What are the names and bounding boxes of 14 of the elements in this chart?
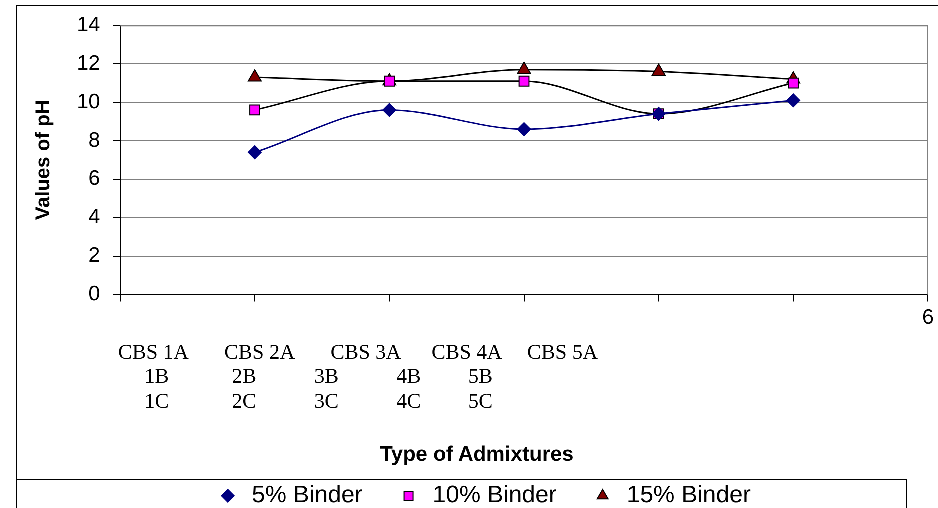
- y-tick-label: 4: [88, 206, 101, 229]
- legend-label: 15% Binder: [626, 482, 751, 508]
- y-tick-label: 0: [88, 282, 100, 306]
- y-tick-label: 8: [88, 128, 100, 152]
- y-tick-label: 12: [77, 52, 100, 75]
- y-axis-title: Values of pH: [32, 100, 55, 220]
- y-tick-label: 14: [77, 13, 101, 36]
- y-tick-label: 6: [88, 167, 100, 190]
- y-tick-label: 2: [88, 244, 100, 268]
- legend-label: 10% Binder: [432, 482, 557, 508]
- text: CBS 1A CBS 2A CBS 3A CBS 4A CBS 5A 1B 2B 3B 4B 5B 1C 2C 3C 4C 5C: [118, 340, 598, 414]
- y-tick-label: 10: [77, 90, 100, 114]
- legend-label: 5% Binder: [252, 482, 363, 508]
- text: Type of Admixtures: [380, 442, 574, 467]
